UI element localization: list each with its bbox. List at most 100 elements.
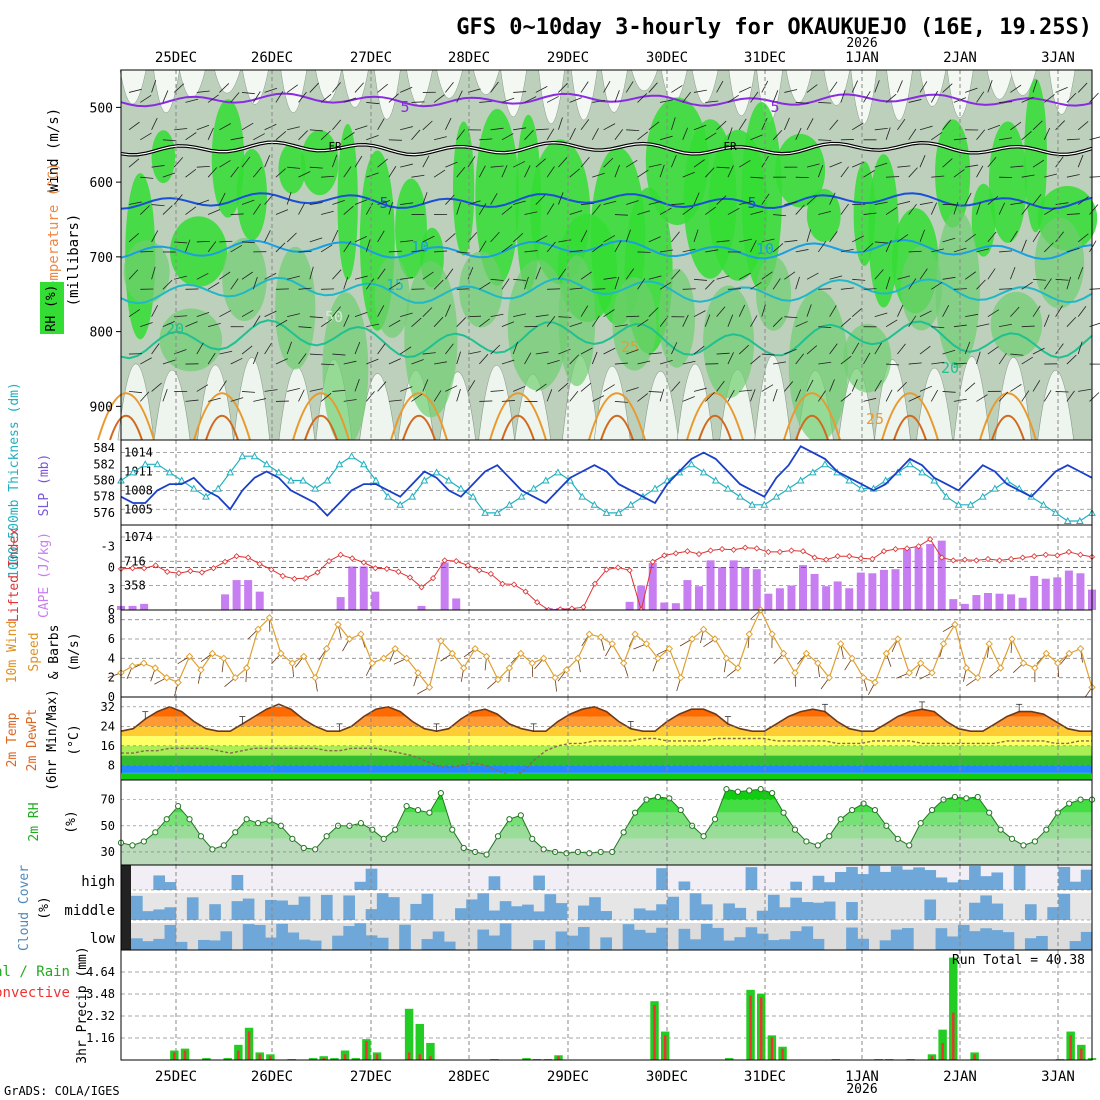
- wind-barb-54-2: [738, 160, 751, 168]
- wind-barb-57-4: [772, 243, 784, 253]
- cloud-bar-2-68: [890, 929, 903, 950]
- wind-barb-29-2: [456, 166, 466, 178]
- date-label-top-7: 1JAN: [845, 50, 879, 66]
- wind-barb-43-2: [614, 164, 620, 178]
- rh2m-marker-15: [289, 835, 296, 842]
- lifted-marker-77: [1008, 555, 1015, 563]
- wind-barb-14-7: [286, 341, 292, 355]
- wind-barb-5-0: [185, 98, 199, 103]
- wind-barb-52-5: [716, 275, 730, 280]
- cape-bar-77: [1007, 594, 1016, 610]
- wind-barb-58-4: [784, 240, 798, 243]
- lifted-tick-1: 0: [108, 561, 115, 575]
- wind-barb-83-4: [1066, 247, 1080, 253]
- wind-barb-10-6: [241, 309, 254, 318]
- precip-frame: [120, 949, 1093, 1061]
- wind-barb-28-7: [445, 343, 454, 355]
- wind-barb-9-8: [230, 397, 244, 402]
- cloud-bar-1-9: [231, 901, 244, 920]
- rh2m-marker-29: [449, 826, 456, 833]
- wind-barb-42-3: [603, 200, 617, 205]
- wind-barb-23-3: [388, 201, 393, 215]
- moist-blob-30: [1024, 78, 1047, 233]
- temp-contour-minus5: [120, 92, 1093, 108]
- wind-barb-60-5: [806, 272, 819, 280]
- wind-barb-35-4: [524, 250, 538, 253]
- wind-barb-53-8: [727, 389, 735, 402]
- moist-mid-19: [1034, 217, 1085, 309]
- cloud-bar-2-31: [477, 929, 490, 950]
- wind-barb-27-2: [433, 169, 446, 178]
- precip-conv-bar-61: [770, 1037, 774, 1060]
- wind-barb-39-2: [569, 168, 580, 178]
- wind-barb-6-5: [196, 272, 209, 280]
- cape-bar-46: [648, 563, 657, 610]
- wind-barb-84-2: [1077, 154, 1084, 168]
- cloud-bar-2-52: [712, 927, 724, 950]
- wind-barb-56-5: [761, 271, 773, 280]
- wind-barb-4-4: [174, 241, 188, 244]
- wind-barb-25-6: [411, 317, 422, 327]
- cape-bar-54: [741, 567, 750, 610]
- wind-barb-23-7: [388, 358, 401, 365]
- wind-barb-10-4: [241, 241, 256, 244]
- rh2m-marker-8: [209, 846, 216, 853]
- wind-barb-48-5: [671, 269, 681, 280]
- wind-barb-4-0: [173, 83, 185, 93]
- cloud-bar-2-45: [633, 929, 646, 950]
- wind10-marker-34: [505, 664, 514, 672]
- wind-barb-83-2: [1066, 174, 1080, 178]
- wind-barb-31-4: [478, 240, 487, 253]
- cloud-bar-2-56: [756, 933, 769, 950]
- wind-barb-54-3: [739, 201, 752, 205]
- wind-barb-60-7: [806, 345, 818, 355]
- wind-barb-71-0: [930, 90, 938, 103]
- wind-barb-73-1: [953, 138, 967, 141]
- ylabel-wind10-c: & Barbs: [47, 625, 62, 680]
- precip-conv-bar-11: [237, 1050, 240, 1060]
- ylabel-rh: RH (%): [44, 285, 59, 332]
- wind-barb-81-8: [1043, 390, 1052, 402]
- rh2m-marker-73: [951, 793, 959, 801]
- wind10-marker-50: [688, 635, 696, 643]
- cloud-bar-2-46: [645, 932, 657, 950]
- wind-barb-66-6: [874, 312, 888, 318]
- wind-barb-47-8: [659, 388, 665, 402]
- cloud-bar-1-15: [298, 896, 311, 920]
- lifted-tick-2: 3: [108, 582, 115, 596]
- dry-blob-1: [153, 370, 191, 441]
- wind10-marker-62: [825, 673, 833, 682]
- wind-barb-30-0: [467, 88, 481, 93]
- cloud-bar-1-31: [477, 893, 490, 920]
- thickness-marker-10: [238, 452, 247, 460]
- pressure-tick-2: 700: [90, 251, 113, 266]
- wind-barb-85-4: [1089, 240, 1097, 253]
- wind-barb-52-2: [716, 166, 730, 169]
- wind-barb-64-8: [851, 379, 858, 392]
- cape-bar-70: [926, 544, 935, 610]
- cloud-bar-1-47: [656, 904, 668, 920]
- wind-barb-33-5: [501, 278, 510, 290]
- wind-barb-38-6: [558, 316, 572, 318]
- wind-barb-14-4: [286, 232, 297, 243]
- wind-barb-70-6: [919, 310, 932, 318]
- wind-barb-52-4: [716, 240, 730, 243]
- wind-barb-29-7: [456, 351, 461, 365]
- contour-label-4: 5: [379, 194, 388, 212]
- temp2m-line: [120, 703, 1092, 733]
- precip-conv-bar-23: [365, 1041, 368, 1060]
- cape-bar-51: [706, 560, 715, 610]
- dry-top-24: [886, 69, 913, 121]
- wind-barb-4-5: [174, 275, 187, 280]
- lifted-marker-7: [198, 569, 205, 576]
- temp-contour-25-4: [489, 392, 547, 441]
- thickness-marker-67: [930, 476, 939, 484]
- wind-barb-5-6: [185, 321, 198, 328]
- wind-barb-77-8: [998, 391, 1009, 402]
- wind-barb-28-8: [445, 385, 458, 392]
- wind-barb-76-1: [987, 124, 1001, 131]
- wind10-marker-19: [334, 620, 342, 629]
- wind10-marker-6: [185, 652, 194, 661]
- precip-conv-bar-76: [930, 1056, 934, 1060]
- wind-barb-66-4: [874, 241, 888, 244]
